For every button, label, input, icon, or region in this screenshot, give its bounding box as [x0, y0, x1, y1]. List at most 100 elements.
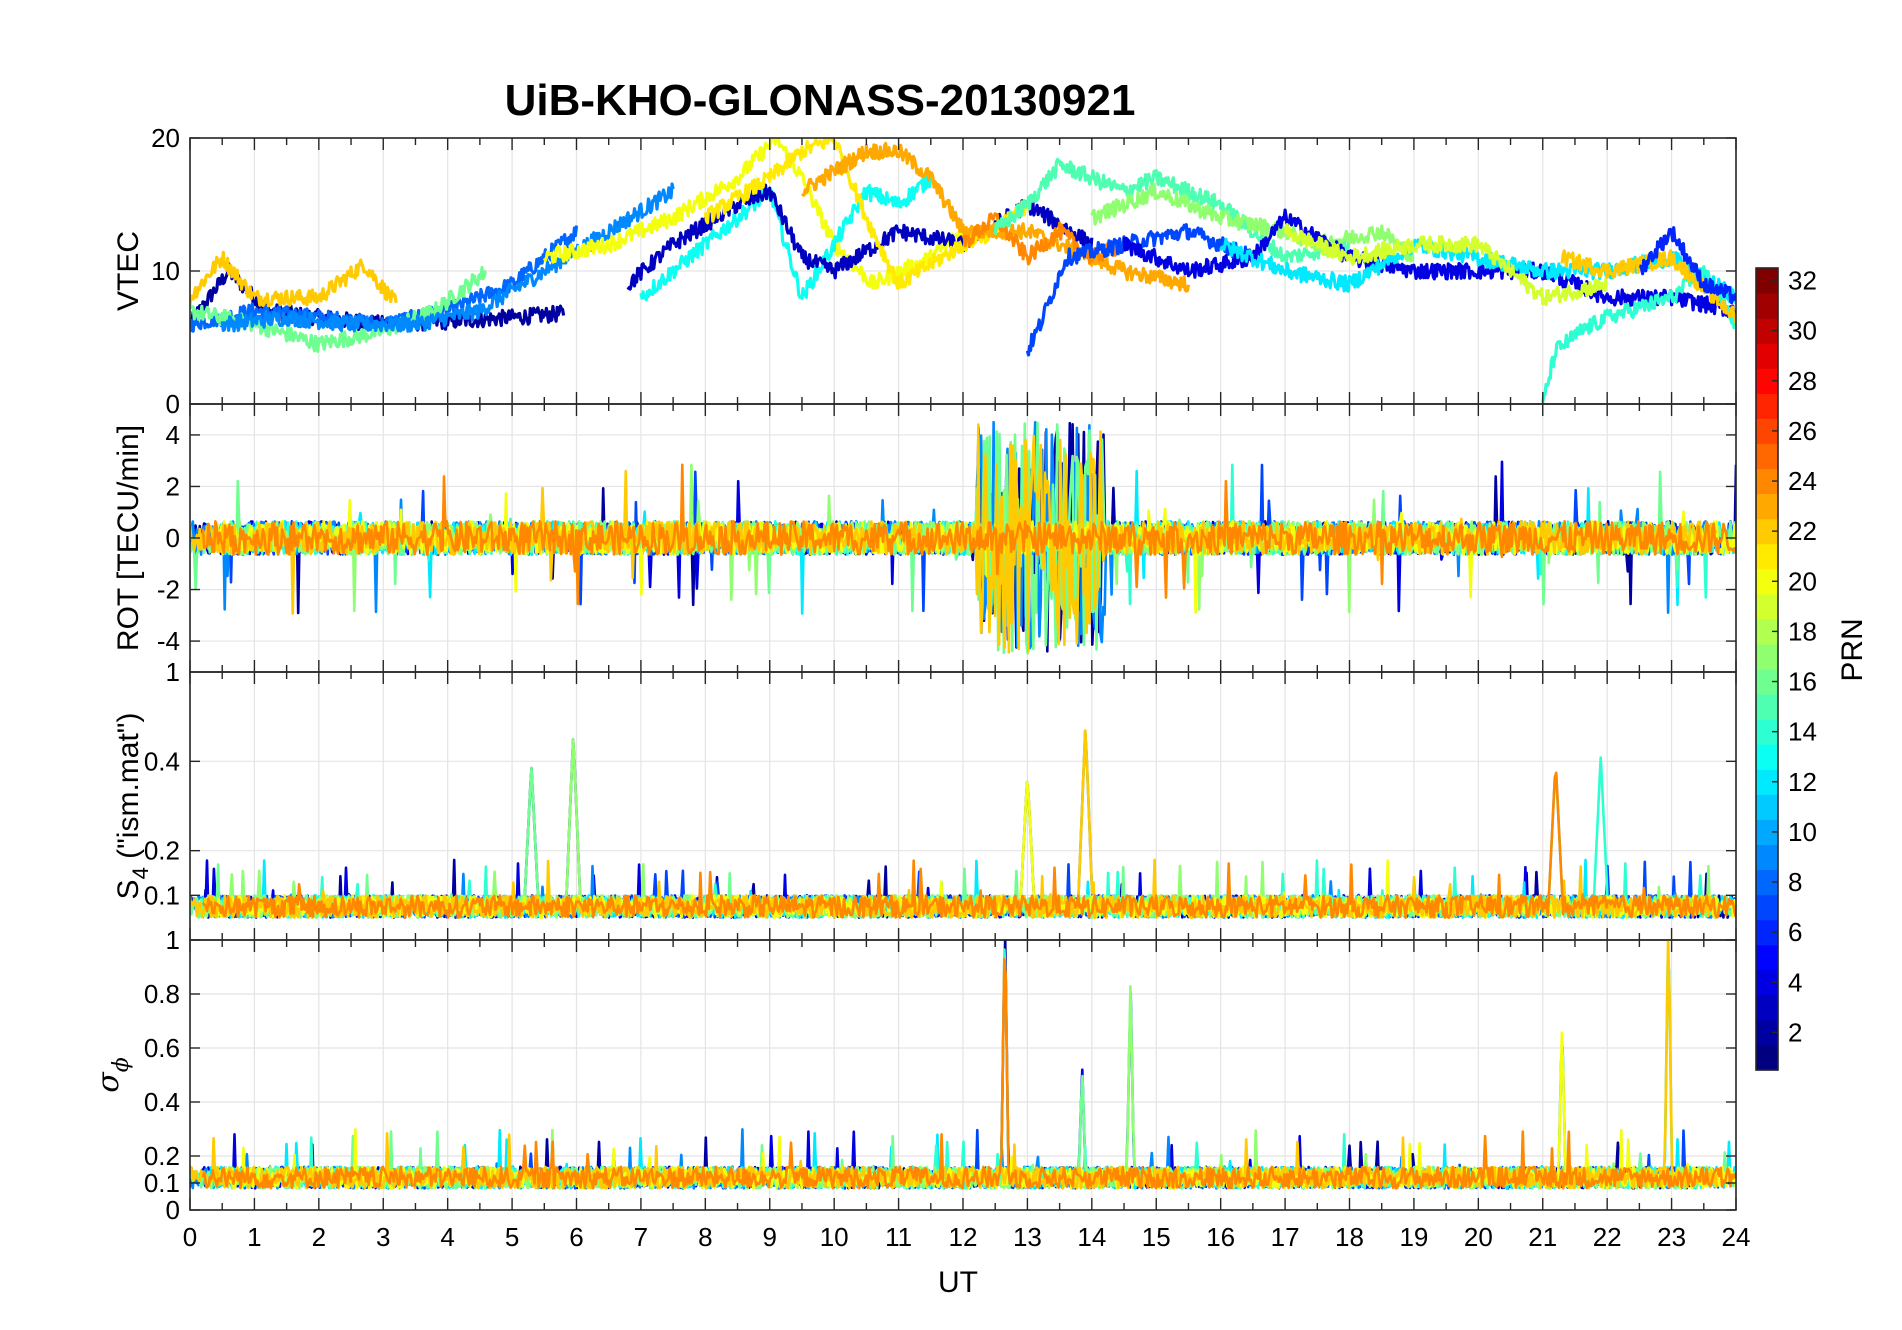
- colorbar-label: PRN: [1836, 618, 1869, 681]
- x-tick-label: 0: [183, 1222, 197, 1252]
- colorbar-segment: [1756, 443, 1778, 470]
- y-tick-label: 0.2: [144, 836, 180, 866]
- vtec-series-line: [190, 250, 398, 308]
- x-tick-label: 23: [1657, 1222, 1686, 1252]
- sigma-panel: 00.10.2 0.4 0.6 0.8 1 σϕ: [91, 925, 1737, 1225]
- x-tick-label: 17: [1271, 1222, 1300, 1252]
- sigma-series-line: [201, 962, 1736, 1190]
- y-tick-label: 0: [166, 523, 180, 553]
- s4-series-line: [190, 729, 1718, 919]
- s4-series-line: [201, 738, 1718, 919]
- y-tick-label: 1: [166, 657, 180, 687]
- vtec-series: [190, 138, 1736, 403]
- colorbar-tick-label: 24: [1788, 466, 1817, 496]
- colorbar-segment: [1756, 794, 1778, 820]
- y-tick-label: -4: [157, 626, 180, 656]
- x-tick-label: 10: [820, 1222, 849, 1252]
- vtec-y-label: VTEC: [112, 231, 145, 311]
- y-tick-label: 1: [166, 925, 180, 955]
- x-tick-label: 7: [634, 1222, 648, 1252]
- colorbar-segment: [1756, 643, 1778, 670]
- vtec-series-line: [1283, 223, 1609, 307]
- rot-series-line: [201, 463, 1736, 606]
- colorbar-tick-label: 26: [1788, 416, 1817, 446]
- colorbar-tick-label: 4: [1788, 967, 1802, 997]
- x-axis: 0 1 2 3 4 5 6 7 8 9 10 11 12 13 14 15 16 17 18 19 20 21 22 23 24: [183, 1222, 1751, 1252]
- vtec-series-line: [1638, 226, 1736, 305]
- colorbar-segment: [1756, 468, 1778, 495]
- x-tick-label: 4: [440, 1222, 454, 1252]
- y-tick-label: 0.2: [144, 1141, 180, 1171]
- sigma-series-line: [214, 991, 1736, 1190]
- y-tick-label: 0.1: [144, 880, 180, 910]
- y-tick-label: 0.1: [144, 1168, 180, 1198]
- colorbar-segment: [1756, 994, 1778, 1021]
- colorbar-segment: [1756, 869, 1778, 896]
- vtec-series-line: [993, 157, 1350, 267]
- colorbar-segment: [1756, 1044, 1778, 1071]
- y-tick-label: 0.4: [144, 746, 180, 776]
- s4-series-line: [190, 729, 1718, 919]
- colorbar-segment: [1756, 593, 1778, 620]
- colorbar-tick-label: 14: [1788, 717, 1817, 747]
- colorbar-tick-label: 12: [1788, 767, 1817, 797]
- x-tick-label: 14: [1077, 1222, 1106, 1252]
- x-tick-label: 21: [1528, 1222, 1557, 1252]
- colorbar-tick-label: 28: [1788, 366, 1817, 396]
- s4-series-line: [201, 771, 1736, 919]
- colorbar-segment: [1756, 819, 1778, 846]
- rot-series: [190, 420, 1736, 655]
- colorbar-segment: [1756, 493, 1778, 520]
- y-tick-label: 0.8: [144, 979, 180, 1009]
- rot-y-label: ROT [TECU/min]: [112, 425, 145, 651]
- colorbar-segment: [1756, 518, 1778, 545]
- y-tick-label: 0.6: [144, 1033, 180, 1063]
- colorbar-tick-label: 16: [1788, 667, 1817, 697]
- vtec-series-line: [639, 173, 933, 302]
- x-tick-label: 13: [1013, 1222, 1042, 1252]
- y-tick-label: -2: [157, 575, 180, 605]
- colorbar-segment: [1756, 293, 1778, 319]
- colorbar-segment: [1756, 844, 1778, 871]
- colorbar-segment: [1756, 343, 1778, 369]
- colorbar-segment: [1756, 744, 1778, 770]
- x-tick-label: 3: [376, 1222, 390, 1252]
- y-tick-label: 0.4: [144, 1087, 180, 1117]
- x-tick-label: 8: [698, 1222, 712, 1252]
- colorbar-tick-label: 22: [1788, 516, 1817, 546]
- colorbar-segment: [1756, 318, 1778, 344]
- colorbar-segment: [1756, 368, 1778, 394]
- colorbar-segment: [1756, 719, 1778, 745]
- sigma-series-line: [202, 985, 1718, 1190]
- colorbar-segment: [1756, 694, 1778, 720]
- sigma-series: [190, 940, 1736, 1190]
- s4-y-label: S4 ("ism.mat"): [112, 713, 153, 900]
- colorbar-tick-label: 20: [1788, 566, 1817, 596]
- vtec-series-line: [1122, 208, 1736, 319]
- colorbar-segment: [1756, 1019, 1778, 1046]
- colorbar-segment: [1756, 393, 1778, 419]
- s4-panel: 0.1 0.2 0.4 1 S4 ("ism.mat"): [112, 657, 1737, 941]
- colorbar-frame: [1755, 267, 1779, 1071]
- colorbar-segment: [1756, 618, 1778, 645]
- sigma-series-line: [190, 940, 1718, 1190]
- x-tick-label: 15: [1142, 1222, 1171, 1252]
- x-tick-label: 1: [247, 1222, 261, 1252]
- colorbar-segment: [1756, 669, 1778, 695]
- colorbar-segment: [1756, 268, 1778, 294]
- chart-title: UiB-KHO-GLONASS-20130921: [505, 76, 1136, 125]
- x-tick-label: 12: [949, 1222, 978, 1252]
- x-tick-label: 24: [1722, 1222, 1751, 1252]
- x-tick-label: 5: [505, 1222, 519, 1252]
- s4-series: [190, 729, 1736, 919]
- colorbar-segment: [1756, 543, 1778, 570]
- x-tick-label: 11: [885, 1222, 912, 1252]
- x-axis-label: UT: [938, 1266, 978, 1299]
- colorbar-tick-label: 30: [1788, 316, 1817, 346]
- x-tick-label: 18: [1335, 1222, 1364, 1252]
- vtec-series-line: [1541, 265, 1736, 403]
- x-tick-label: 6: [569, 1222, 583, 1252]
- sigma-y-label: σϕ: [91, 1057, 134, 1092]
